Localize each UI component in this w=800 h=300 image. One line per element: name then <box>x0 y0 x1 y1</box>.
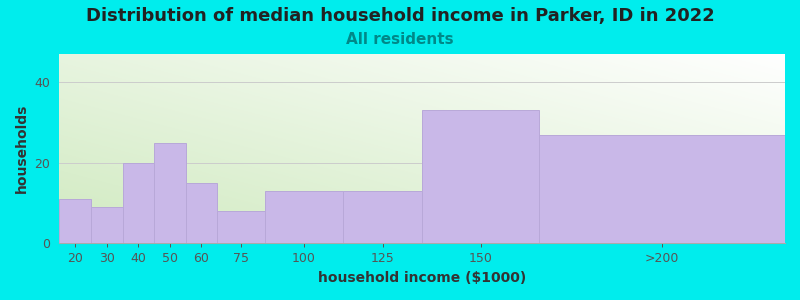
Bar <box>122 163 154 243</box>
Bar <box>91 207 122 243</box>
Bar <box>422 110 539 243</box>
Text: All residents: All residents <box>346 32 454 46</box>
X-axis label: household income ($1000): household income ($1000) <box>318 271 526 285</box>
Y-axis label: households: households <box>15 104 29 194</box>
Bar <box>265 191 343 243</box>
Bar <box>59 199 91 243</box>
Bar <box>343 191 422 243</box>
Bar <box>186 183 217 243</box>
Bar <box>217 211 265 243</box>
Bar <box>539 135 785 243</box>
Bar <box>154 143 186 243</box>
Text: Distribution of median household income in Parker, ID in 2022: Distribution of median household income … <box>86 8 714 26</box>
